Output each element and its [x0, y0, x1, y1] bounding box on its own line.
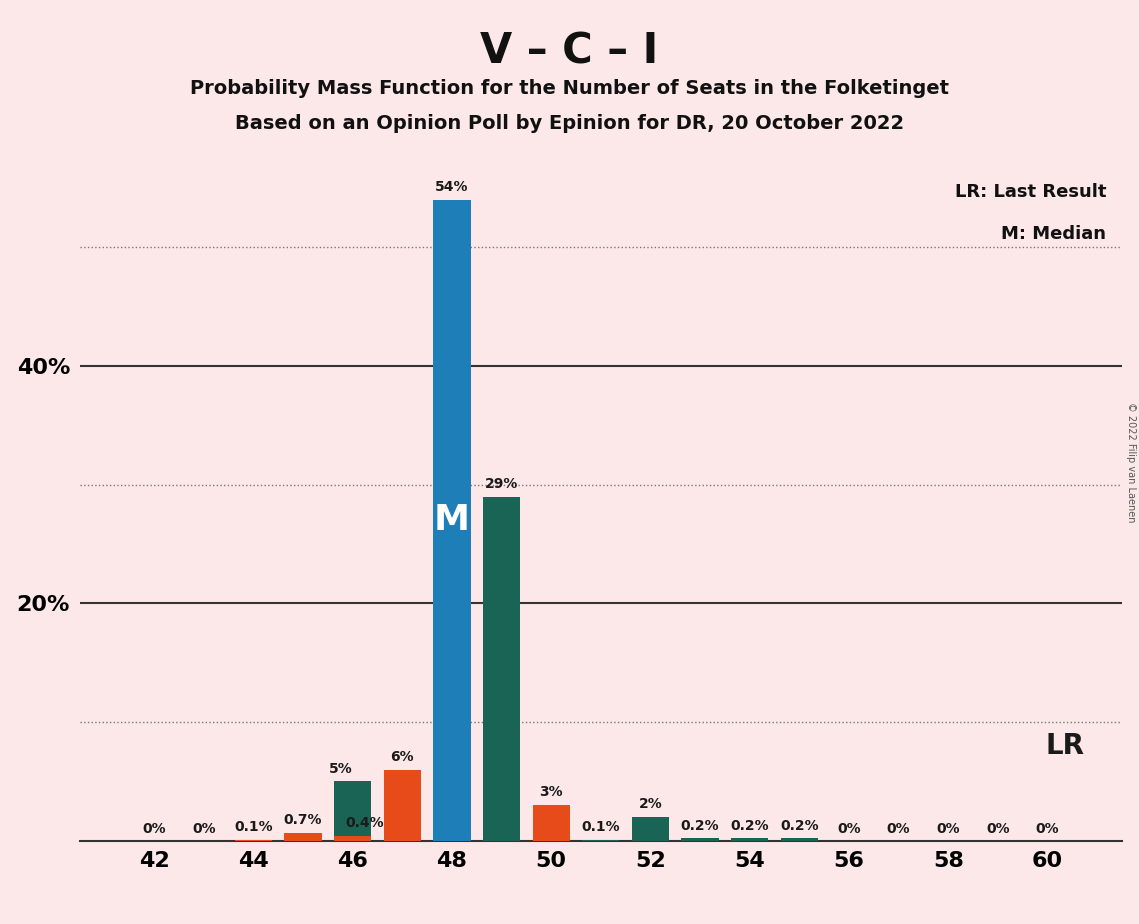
Text: 0%: 0%	[192, 822, 215, 836]
Text: 54%: 54%	[435, 180, 468, 194]
Text: 6%: 6%	[391, 749, 415, 764]
Bar	[681, 838, 719, 841]
Bar	[780, 838, 818, 841]
Text: 0%: 0%	[986, 822, 1009, 836]
Bar	[582, 840, 620, 841]
Text: 0.1%: 0.1%	[235, 820, 272, 833]
Bar	[334, 782, 371, 841]
Bar	[483, 497, 521, 841]
Bar	[433, 200, 470, 841]
Bar	[235, 840, 272, 841]
Text: 0.2%: 0.2%	[730, 819, 769, 833]
Text: 0%: 0%	[936, 822, 960, 836]
Text: 0%: 0%	[142, 822, 166, 836]
Text: Probability Mass Function for the Number of Seats in the Folketinget: Probability Mass Function for the Number…	[190, 79, 949, 98]
Text: 5%: 5%	[328, 761, 352, 775]
Text: LR: LR	[1046, 732, 1084, 760]
Text: Based on an Opinion Poll by Epinion for DR, 20 October 2022: Based on an Opinion Poll by Epinion for …	[235, 114, 904, 133]
Bar	[533, 805, 570, 841]
Text: 0.1%: 0.1%	[582, 820, 620, 833]
Bar	[731, 838, 769, 841]
Text: 3%: 3%	[540, 785, 563, 799]
Text: M: M	[434, 504, 470, 538]
Text: 0%: 0%	[1035, 822, 1059, 836]
Text: © 2022 Filip van Laenen: © 2022 Filip van Laenen	[1126, 402, 1136, 522]
Text: 2%: 2%	[639, 797, 662, 811]
Text: 29%: 29%	[485, 477, 518, 491]
Bar	[384, 770, 421, 841]
Bar	[334, 836, 371, 841]
Bar	[285, 833, 321, 841]
Text: 0.7%: 0.7%	[284, 812, 322, 827]
Text: V – C – I: V – C – I	[481, 30, 658, 72]
Text: M: Median: M: Median	[1001, 225, 1106, 243]
Text: 0%: 0%	[837, 822, 861, 836]
Text: 0%: 0%	[887, 822, 910, 836]
Bar	[632, 817, 669, 841]
Text: LR: Last Result: LR: Last Result	[954, 184, 1106, 201]
Text: 0.4%: 0.4%	[346, 816, 384, 830]
Text: 0.2%: 0.2%	[681, 819, 720, 833]
Text: 0.2%: 0.2%	[780, 819, 819, 833]
